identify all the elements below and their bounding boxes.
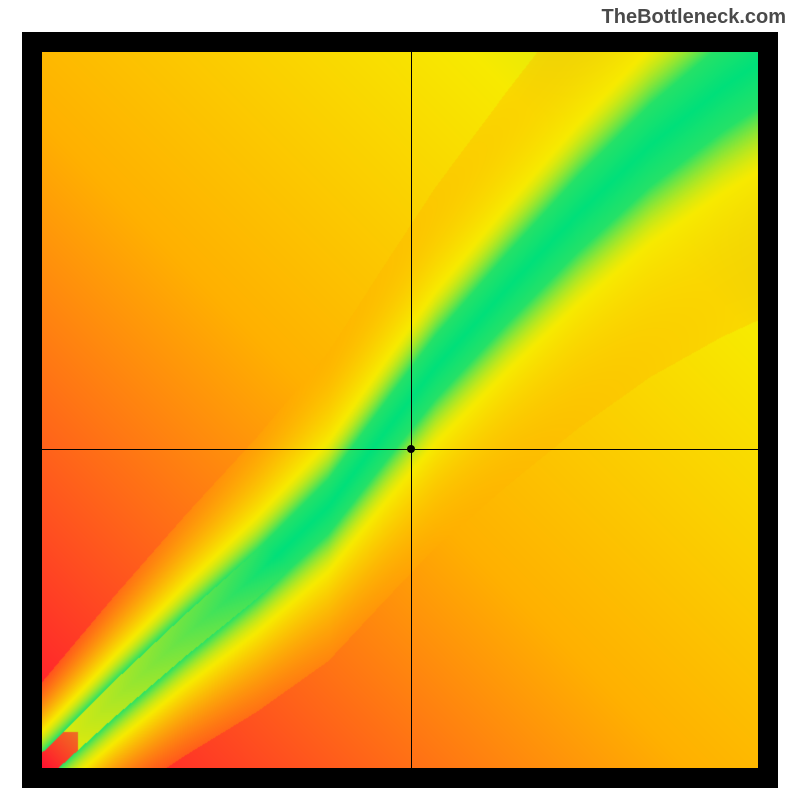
plot-area (42, 52, 758, 768)
chart-frame (22, 32, 778, 788)
heatmap-canvas (42, 52, 758, 768)
crosshair-horizontal (42, 449, 758, 450)
chart-container: TheBottleneck.com (0, 0, 800, 800)
marker-dot (407, 445, 415, 453)
crosshair-vertical (411, 52, 412, 768)
watermark-text: TheBottleneck.com (602, 6, 786, 29)
